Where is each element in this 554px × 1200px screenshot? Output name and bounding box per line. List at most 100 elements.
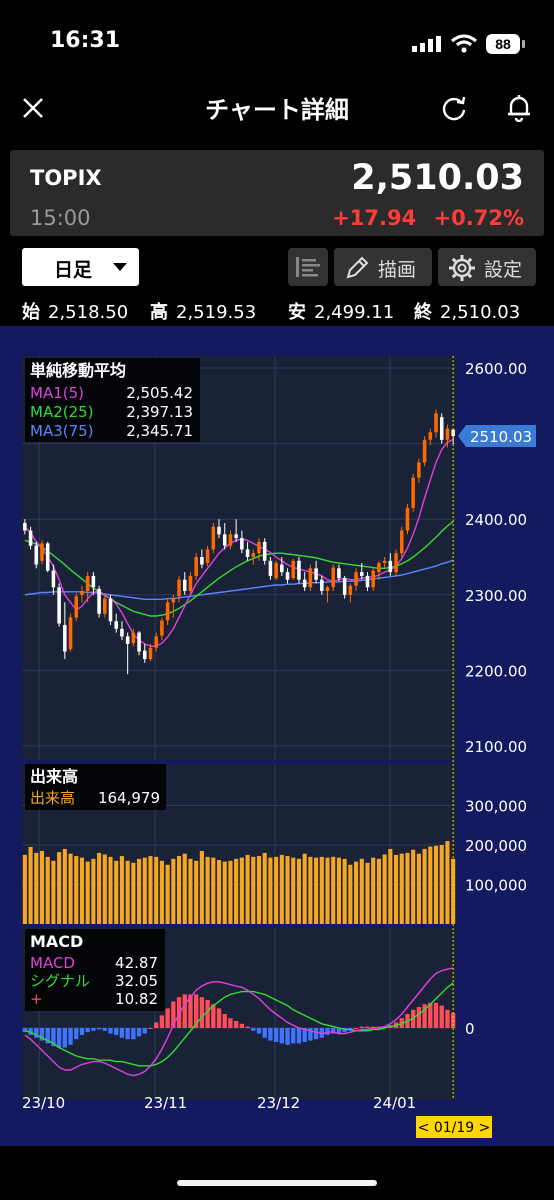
macd-legend-value: 32.05 <box>115 972 158 990</box>
macd-histogram-bar <box>433 1002 439 1028</box>
candle-body <box>182 579 187 592</box>
period-label: 日足 <box>54 259 93 281</box>
macd-histogram-bar <box>34 1028 39 1038</box>
candle-body <box>411 477 415 508</box>
volume-bar <box>165 864 170 924</box>
candle-body <box>257 541 261 554</box>
draw-button[interactable]: 描画 <box>334 248 432 286</box>
candle-body <box>143 650 147 660</box>
macd-histogram-bar <box>285 1028 290 1045</box>
change-percent: +0.72% <box>433 206 524 230</box>
candle-body <box>194 557 198 576</box>
macd-histogram-bar <box>199 997 205 1028</box>
macd-histogram-bar <box>313 1028 319 1040</box>
macd-histogram-bar <box>188 994 193 1028</box>
volume-bar <box>245 854 250 924</box>
ma3-line <box>24 559 454 600</box>
wifi-icon <box>450 34 478 53</box>
last-price-tag-label: 2510.03 <box>470 428 532 446</box>
macd-histogram-bar <box>148 1028 153 1029</box>
chart-toolbar: 日足 描画 設定 <box>0 246 554 290</box>
volume-bar <box>211 857 216 924</box>
volume-bar <box>39 850 45 924</box>
last-price-tag <box>458 425 536 448</box>
macd-histogram-bar <box>308 1028 313 1041</box>
macd-histogram-bar <box>439 1005 444 1028</box>
chart-canvas[interactable]: 2600.00 2400.00 2300.00 2200.00 2100.00 300,0… <box>0 326 554 1146</box>
volume-bar <box>445 841 450 924</box>
candle-body <box>45 543 50 571</box>
macd-legend-title: MACD <box>30 932 83 951</box>
close-item: 終 2,510.03 <box>414 298 520 324</box>
settings-button[interactable]: 設定 <box>438 248 536 286</box>
volume-bar <box>28 846 33 924</box>
ma-legend-value: 2,345.71 <box>126 422 193 440</box>
volume-bar <box>331 856 336 924</box>
macd-histogram-bar <box>194 994 199 1028</box>
macd-histogram-bar <box>273 1028 279 1042</box>
candle-body <box>91 575 96 588</box>
macd-legend-name: MACD <box>30 954 75 972</box>
gear-icon <box>449 255 475 281</box>
volume-bar <box>216 860 222 924</box>
macd-histogram-bar <box>365 1026 370 1028</box>
macd-histogram-bar <box>268 1028 273 1041</box>
ohlc-row: 始 2,518.50 高 2,519.53 安 2,499.11 終 2,510.03 <box>0 298 554 324</box>
candle-body <box>165 602 170 621</box>
volume-axis-label: 300,000 <box>465 798 527 816</box>
home-indicator <box>177 1180 377 1186</box>
candle-body <box>228 534 233 546</box>
macd-histogram-bar <box>142 1028 147 1034</box>
macd-histogram-bar <box>68 1028 73 1045</box>
list-icon <box>296 257 320 277</box>
macd-histogram-bar <box>262 1028 267 1038</box>
candle-body <box>222 534 227 546</box>
macd-histogram-bar <box>45 1028 50 1044</box>
volume-bar <box>256 856 262 924</box>
macd-histogram-bar <box>51 1028 56 1047</box>
macd-histogram-bar <box>228 1018 233 1028</box>
volume-bar <box>302 853 307 924</box>
candle-body <box>262 541 267 561</box>
candle-body <box>245 549 250 557</box>
candle-body <box>34 545 39 565</box>
macd-histogram-bar <box>114 1028 119 1035</box>
volume-bar <box>74 856 79 924</box>
volume-axis-label: 200,000 <box>465 837 527 855</box>
volume-bar <box>176 856 182 924</box>
period-dropdown[interactable]: 日足 <box>22 248 139 286</box>
macd-legend-value: 10.82 <box>115 990 158 1008</box>
volume-bar <box>359 858 364 924</box>
volume-bar <box>62 848 67 924</box>
candle-body <box>40 543 44 561</box>
close-label: 終 <box>414 302 432 323</box>
chart-area[interactable]: 2600.00 2400.00 2300.00 2200.00 2100.00 300,0… <box>0 326 554 1146</box>
candle-body <box>137 632 141 652</box>
volume-bar <box>79 857 85 924</box>
candle-body <box>200 557 204 565</box>
current-price: 2,510.03 <box>351 158 524 198</box>
macd-histogram-bar <box>445 1009 450 1028</box>
volume-bar <box>422 848 427 924</box>
candle-body <box>360 572 364 576</box>
candle-body <box>120 628 124 637</box>
macd-histogram-bar <box>416 1007 422 1028</box>
candle-body <box>325 587 330 592</box>
battery-level: 88 <box>495 36 511 52</box>
ma-legend-box <box>25 358 200 442</box>
candle-body <box>188 575 193 592</box>
macd-histogram-bar <box>102 1028 107 1031</box>
volume-bar <box>439 845 444 924</box>
candle-body <box>97 588 101 614</box>
volume-bar <box>382 854 387 924</box>
indicator-list-button[interactable] <box>288 248 328 286</box>
status-bar: 16:31 88 <box>0 0 554 80</box>
macd-legend-name: + <box>30 990 43 1008</box>
volume-bar <box>171 858 176 924</box>
close-icon[interactable] <box>20 95 46 121</box>
refresh-icon[interactable] <box>440 94 468 122</box>
macd-histogram-bar <box>119 1028 125 1038</box>
bell-icon[interactable] <box>505 92 533 122</box>
macd-histogram-bar <box>279 1028 284 1044</box>
volume-bar <box>137 858 142 924</box>
